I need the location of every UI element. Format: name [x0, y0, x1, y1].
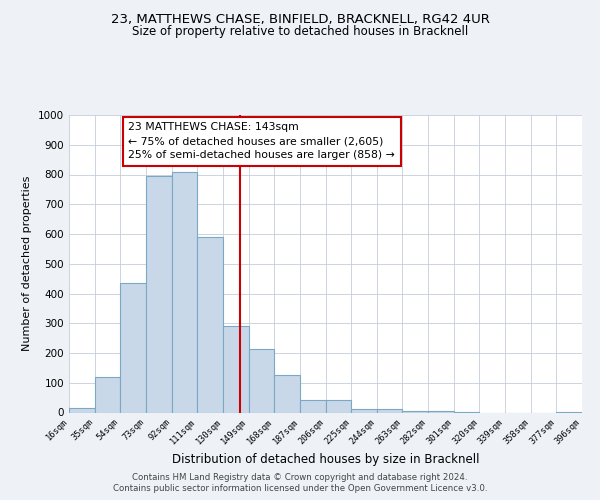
Bar [403, 411, 428, 412]
Text: Contains HM Land Registry data © Crown copyright and database right 2024.: Contains HM Land Registry data © Crown c… [132, 472, 468, 482]
Bar [428, 411, 454, 412]
Bar [377, 409, 403, 412]
Bar [274, 376, 300, 412]
Bar [248, 348, 274, 412]
Bar [69, 408, 95, 412]
Bar [223, 326, 248, 412]
Bar [325, 400, 351, 412]
Bar [197, 237, 223, 412]
Text: Contains public sector information licensed under the Open Government Licence v3: Contains public sector information licen… [113, 484, 487, 493]
Text: Size of property relative to detached houses in Bracknell: Size of property relative to detached ho… [132, 25, 468, 38]
Bar [146, 176, 172, 412]
Bar [120, 283, 146, 412]
Text: 23, MATTHEWS CHASE, BINFIELD, BRACKNELL, RG42 4UR: 23, MATTHEWS CHASE, BINFIELD, BRACKNELL,… [110, 12, 490, 26]
Bar [351, 409, 377, 412]
X-axis label: Distribution of detached houses by size in Bracknell: Distribution of detached houses by size … [172, 453, 479, 466]
Text: 23 MATTHEWS CHASE: 143sqm
← 75% of detached houses are smaller (2,605)
25% of se: 23 MATTHEWS CHASE: 143sqm ← 75% of detac… [128, 122, 395, 160]
Y-axis label: Number of detached properties: Number of detached properties [22, 176, 32, 352]
Bar [95, 377, 121, 412]
Bar [172, 172, 197, 412]
Bar [300, 400, 325, 412]
